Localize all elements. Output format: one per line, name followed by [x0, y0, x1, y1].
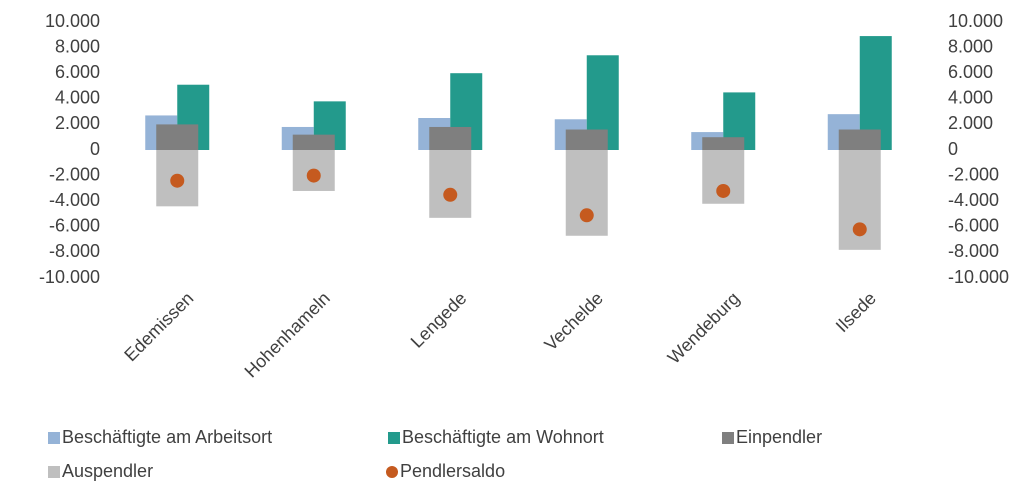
bar [429, 126, 472, 150]
legend-label: Pendlersaldo [400, 461, 505, 481]
bar [429, 150, 472, 218]
y2-tick-label: -10.000 [948, 267, 1009, 287]
x-tick-label: Vechelde [540, 288, 607, 355]
y2-tick-label: 2.000 [948, 113, 993, 133]
bar [565, 150, 608, 236]
x-tick-label: Wendeburg [664, 288, 744, 368]
y2-tick-label: -6.000 [948, 216, 999, 236]
y-tick-label: 4.000 [55, 88, 100, 108]
point [170, 173, 185, 188]
bar [838, 129, 881, 150]
legend-label: Beschäftigte am Arbeitsort [62, 427, 272, 447]
y2-tick-label: 6.000 [948, 62, 993, 82]
legend-label: Beschäftigte am Wohnort [402, 427, 604, 447]
y-tick-label: 0 [90, 139, 100, 159]
y2-tick-label: -2.000 [948, 164, 999, 184]
point [579, 208, 594, 223]
y2-tick-label: 8.000 [948, 36, 993, 56]
y2-tick-label: -8.000 [948, 241, 999, 261]
bar [156, 124, 199, 150]
bar [565, 129, 608, 150]
x-tick-label: Lengede [407, 288, 471, 352]
y2-tick-label: 4.000 [948, 88, 993, 108]
y-tick-label: -4.000 [49, 190, 100, 210]
legend-swatch [386, 466, 398, 478]
y-tick-label: 2.000 [55, 113, 100, 133]
x-tick-label: Hohenhameln [241, 288, 334, 381]
y-tick-label: -2.000 [49, 164, 100, 184]
point [306, 168, 321, 183]
y-tick-label: 6.000 [55, 62, 100, 82]
legend-label: Auspendler [62, 461, 153, 481]
legend-swatch [48, 432, 60, 444]
y-tick-label: -6.000 [49, 216, 100, 236]
y2-tick-label: 0 [948, 139, 958, 159]
point [443, 187, 458, 202]
y-tick-label: 10.000 [45, 11, 100, 31]
y-tick-label: -10.000 [39, 267, 100, 287]
legend-swatch [722, 432, 734, 444]
legend-label: Einpendler [736, 427, 822, 447]
x-tick-label: Edemissen [120, 288, 197, 365]
point [716, 183, 731, 198]
y-tick-label: 8.000 [55, 36, 100, 56]
x-tick-label: Ilsede [832, 288, 880, 336]
y2-tick-label: -4.000 [948, 190, 999, 210]
legend-swatch [388, 432, 400, 444]
point [852, 222, 867, 237]
y-tick-label: -8.000 [49, 241, 100, 261]
y2-tick-label: 10.000 [948, 11, 1003, 31]
bar [702, 137, 745, 150]
legend-swatch [48, 466, 60, 478]
bar [292, 134, 335, 150]
